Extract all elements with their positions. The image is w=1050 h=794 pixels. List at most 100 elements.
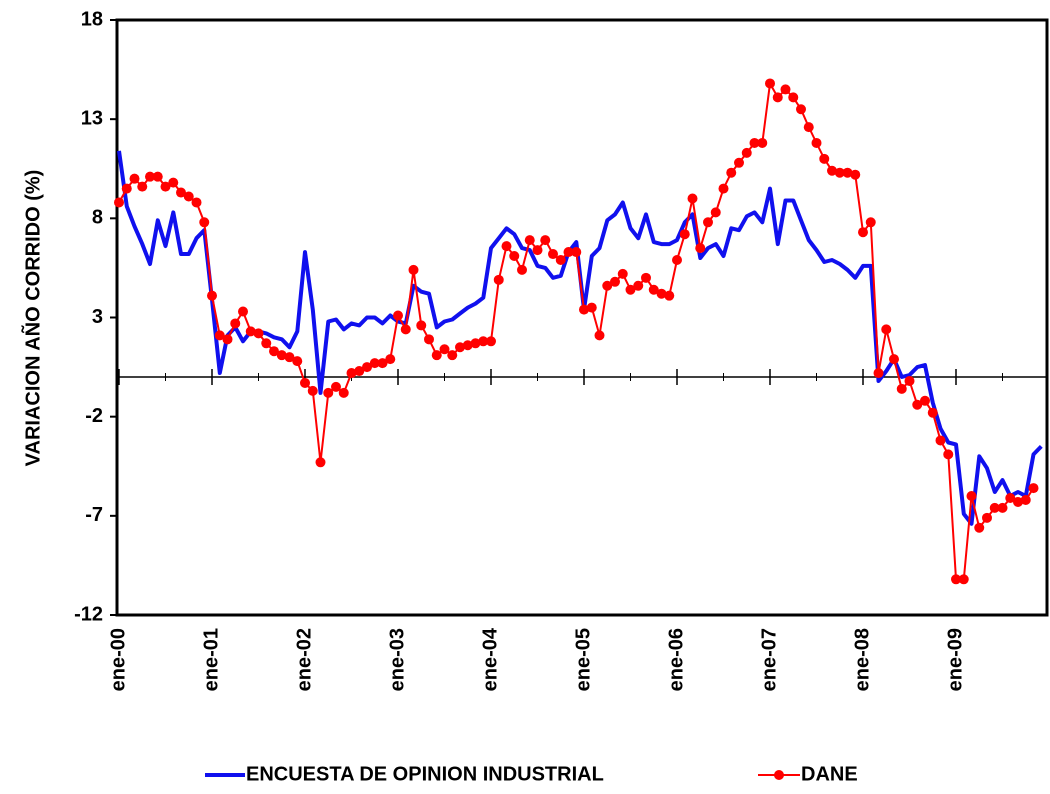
point (152, 171, 163, 182)
point (470, 338, 481, 349)
point (679, 229, 690, 240)
point (912, 399, 923, 410)
point (478, 336, 489, 347)
y-tick-label: -7 (85, 504, 103, 526)
point (672, 254, 682, 265)
point (269, 346, 279, 357)
x-tick-label: ene-08 (851, 628, 873, 691)
point (369, 358, 380, 369)
point (594, 330, 605, 341)
point (168, 177, 179, 188)
point (300, 377, 310, 388)
point (610, 276, 620, 287)
point (571, 247, 582, 258)
point (850, 169, 861, 180)
point (137, 181, 148, 192)
point (982, 512, 992, 523)
legend-marker (774, 770, 784, 780)
point (710, 207, 721, 218)
point (718, 183, 729, 194)
point (524, 235, 535, 246)
point (834, 167, 845, 178)
point (183, 191, 194, 202)
point (617, 268, 628, 279)
point (873, 368, 884, 379)
point (385, 354, 396, 365)
point (741, 147, 752, 158)
point (517, 264, 527, 275)
x-tick-label: ene-07 (758, 628, 780, 691)
point (648, 284, 659, 295)
point (966, 491, 977, 501)
point (276, 350, 287, 361)
point (455, 342, 465, 353)
point (896, 383, 907, 394)
point (362, 362, 372, 373)
point (555, 254, 566, 265)
point (811, 137, 822, 148)
point (416, 320, 427, 331)
x-tick-label: ene-04 (479, 627, 501, 691)
point (904, 375, 915, 386)
legend-label: DANE (801, 763, 858, 785)
legend-label: ENCUESTA DE OPINION INDUSTRIAL (246, 763, 604, 785)
point (765, 78, 775, 89)
point (664, 290, 675, 301)
point (788, 92, 799, 103)
point (943, 449, 954, 460)
point (749, 137, 760, 148)
point (307, 385, 318, 396)
y-axis-title: VARIACION AÑO CORRIDO (%) (21, 170, 44, 467)
point (408, 264, 419, 275)
point (989, 502, 1000, 513)
y-tick-label: 8 (92, 207, 103, 229)
point (354, 366, 365, 377)
point (734, 157, 744, 168)
point (284, 352, 295, 363)
point (827, 165, 837, 176)
point (1005, 492, 1016, 503)
point (261, 338, 272, 349)
point (338, 387, 349, 398)
point (509, 251, 520, 262)
x-tick-label: ene-05 (572, 628, 594, 691)
y-tick-label: -12 (74, 603, 103, 625)
point (207, 290, 217, 301)
point (687, 193, 698, 204)
point (176, 187, 186, 198)
point (129, 173, 140, 184)
point (602, 280, 613, 291)
point (114, 197, 124, 208)
point (145, 171, 155, 182)
point (230, 318, 241, 329)
point (641, 272, 651, 283)
point (1013, 496, 1023, 507)
point (695, 243, 706, 254)
point (703, 217, 713, 228)
point (540, 235, 551, 246)
x-tick-label: ene-02 (293, 628, 315, 691)
point (865, 217, 876, 228)
point (858, 227, 868, 238)
point (633, 280, 644, 291)
point (586, 302, 597, 313)
point (780, 84, 791, 95)
point (400, 324, 411, 335)
point (431, 350, 442, 361)
point (493, 274, 504, 285)
point (796, 104, 806, 115)
point (331, 381, 341, 392)
point (121, 183, 132, 194)
point (1028, 483, 1039, 494)
point (951, 574, 961, 585)
point (772, 92, 783, 103)
point (974, 522, 985, 533)
point (656, 288, 667, 299)
point (439, 344, 450, 355)
x-tick-label: ene-03 (386, 628, 408, 691)
point (323, 387, 334, 398)
point (532, 245, 543, 256)
point (1020, 494, 1031, 505)
point (842, 167, 853, 178)
